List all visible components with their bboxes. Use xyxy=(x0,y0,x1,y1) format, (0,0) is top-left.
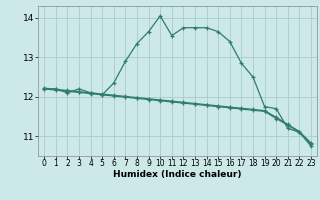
X-axis label: Humidex (Indice chaleur): Humidex (Indice chaleur) xyxy=(113,170,242,179)
